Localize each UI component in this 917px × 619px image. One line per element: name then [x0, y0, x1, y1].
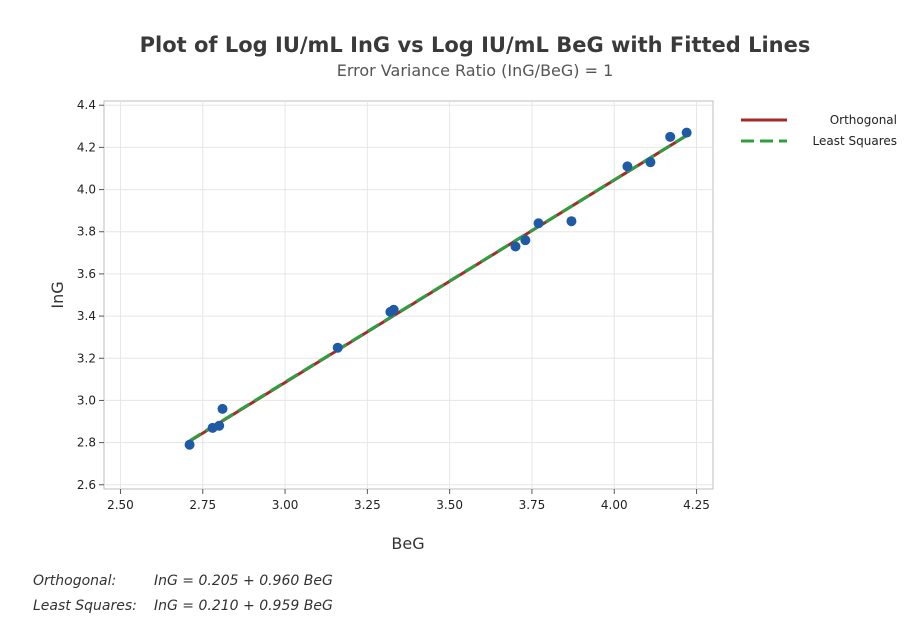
y-tick-label: 3.2	[77, 351, 96, 365]
y-tick-label: 4.2	[77, 140, 96, 154]
data-point	[566, 216, 577, 227]
equation-orthogonal-label: Orthogonal:	[33, 573, 116, 589]
grid	[104, 101, 713, 489]
x-tick-label: 3.75	[519, 498, 546, 512]
x-tick-label: 4.25	[683, 498, 710, 512]
data-point	[510, 241, 521, 252]
data-point	[520, 235, 531, 246]
y-tick-label: 3.8	[77, 225, 96, 239]
data-point	[645, 157, 656, 168]
plot-area	[103, 100, 714, 490]
y-axis-ticks: 2.6 2.8 3.0 3.2 3.4 3.6 3.8 4.0 4.2 4.4	[77, 98, 104, 492]
y-tick-label: 3.0	[77, 393, 96, 407]
y-tick-label: 3.6	[77, 267, 96, 281]
legend-label-orthogonal: Orthogonal	[830, 113, 897, 127]
x-axis-ticks: 2.50 2.75 3.00 3.25 3.50 3.75 4.00 4.25	[107, 489, 710, 512]
legend: Orthogonal Least Squares	[741, 113, 897, 148]
legend-label-least-squares: Least Squares	[813, 134, 897, 148]
y-tick-label: 3.4	[77, 309, 96, 323]
y-tick-label: 2.6	[77, 478, 96, 492]
chart-title: Plot of Log IU/mL InG vs Log IU/mL BeG w…	[140, 33, 811, 57]
least-squares-fit-line	[188, 134, 688, 443]
equation-orthogonal-formula: InG = 0.205 + 0.960 BeG	[154, 573, 333, 589]
x-tick-label: 2.50	[107, 498, 134, 512]
x-tick-label: 3.25	[354, 498, 381, 512]
y-tick-label: 4.0	[77, 183, 96, 197]
data-point	[184, 439, 195, 450]
y-axis-label: InG	[48, 281, 67, 308]
x-tick-label: 3.00	[272, 498, 299, 512]
equation-least-squares-label: Least Squares:	[33, 598, 137, 614]
fitted-lines	[188, 134, 688, 443]
equations: Orthogonal: InG = 0.205 + 0.960 BeG Leas…	[33, 573, 333, 614]
x-axis-label: BeG	[391, 534, 424, 553]
y-tick-label: 2.8	[77, 436, 96, 450]
data-point	[332, 342, 343, 353]
x-tick-label: 4.00	[601, 498, 628, 512]
data-point	[388, 304, 399, 315]
chart-subtitle: Error Variance Ratio (InG/BeG) = 1	[337, 61, 614, 80]
data-point	[681, 127, 692, 138]
data-point	[533, 218, 544, 229]
data-points	[184, 127, 692, 450]
data-point	[214, 420, 225, 431]
data-point	[622, 161, 633, 172]
x-tick-label: 2.75	[189, 498, 216, 512]
data-point	[665, 131, 676, 142]
data-point	[217, 403, 228, 414]
x-tick-label: 3.50	[436, 498, 463, 512]
y-tick-label: 4.4	[77, 98, 96, 112]
equation-least-squares-formula: InG = 0.210 + 0.959 BeG	[154, 598, 333, 614]
